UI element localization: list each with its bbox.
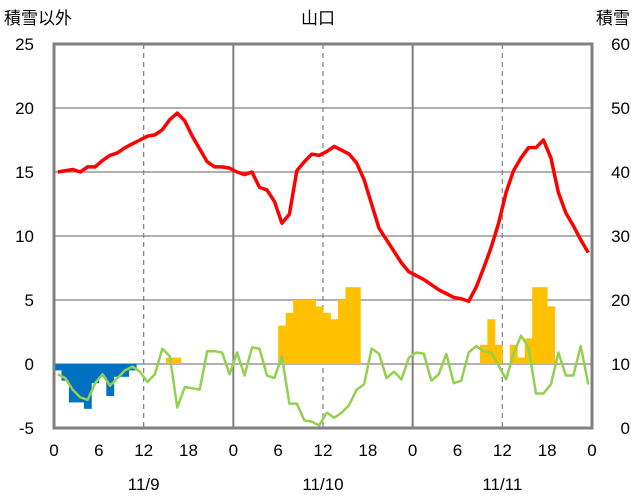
line-layer	[57, 111, 590, 427]
negative-bar	[83, 364, 92, 409]
left-tick-label: 15	[15, 163, 34, 182]
x-tick-label: 18	[179, 441, 198, 460]
x-tick-label: 6	[273, 441, 282, 460]
positive-bar	[532, 287, 541, 364]
negative-bar	[98, 364, 107, 377]
tick-label-layer: -5 0 5 10 15 20 25 0 10 20 30 40 50 60 0 6 12 18 0 6 12 18 0 6 1…	[15, 35, 630, 494]
negative-bar	[91, 364, 100, 384]
positive-bar	[330, 319, 339, 364]
temperature-series-line	[57, 111, 590, 304]
plot-frame	[52, 42, 594, 430]
positive-bar	[494, 344, 503, 364]
left-tick-label: 25	[15, 35, 34, 54]
positive-bar	[278, 325, 287, 364]
right-tick-label: 10	[611, 355, 630, 374]
x-tick-label: 12	[134, 441, 153, 460]
bar-layer	[54, 287, 556, 409]
date-label: 11/9	[128, 475, 160, 494]
x-tick-label: 0	[587, 441, 596, 460]
date-label: 11/10	[302, 475, 343, 494]
negative-bar	[106, 364, 115, 396]
negative-bar	[113, 364, 122, 377]
right-tick-label: 0	[621, 419, 630, 438]
green-series-line	[57, 334, 590, 427]
x-tick-label: 6	[94, 441, 103, 460]
left-tick-label: 20	[15, 99, 34, 118]
positive-bar	[173, 357, 182, 364]
positive-bar	[300, 300, 309, 364]
x-tick-label: 0	[229, 441, 238, 460]
right-tick-label: 60	[611, 35, 630, 54]
right-axis-label: 積雪	[596, 9, 630, 29]
positive-bar	[539, 287, 548, 364]
left-tick-label: 5	[25, 291, 34, 310]
chart-title: 山口	[301, 9, 335, 29]
left-axis-label: 積雪以外	[4, 9, 72, 29]
positive-bar	[337, 300, 346, 364]
positive-bar	[308, 300, 316, 364]
positive-bar	[285, 312, 294, 364]
right-tick-label: 40	[611, 163, 630, 182]
negative-bar	[61, 364, 70, 381]
left-tick-label: 10	[15, 227, 34, 246]
negative-bar	[68, 364, 77, 403]
x-tick-label: 6	[453, 441, 462, 460]
positive-bar	[487, 319, 496, 364]
x-tick-label: 0	[49, 441, 58, 460]
right-tick-label: 50	[611, 99, 630, 118]
negative-bar	[76, 364, 85, 403]
positive-bar	[323, 312, 331, 364]
positive-bar	[352, 287, 361, 364]
positive-bar	[547, 306, 556, 364]
positive-bar	[517, 357, 526, 364]
positive-bar	[479, 344, 488, 364]
positive-bar	[293, 300, 301, 364]
positive-bar	[345, 287, 354, 364]
left-tick-label: 0	[25, 355, 34, 374]
x-tick-label: 0	[408, 441, 417, 460]
date-label: 11/11	[482, 475, 522, 494]
right-tick-label: 20	[611, 291, 630, 310]
x-tick-label: 12	[314, 441, 333, 460]
x-tick-label: 12	[493, 441, 512, 460]
x-tick-label: 18	[538, 441, 557, 460]
x-tick-label: 18	[358, 441, 377, 460]
negative-bar	[54, 364, 62, 371]
positive-bar	[315, 306, 324, 364]
right-tick-label: 30	[611, 227, 630, 246]
left-tick-label: -5	[19, 419, 34, 438]
